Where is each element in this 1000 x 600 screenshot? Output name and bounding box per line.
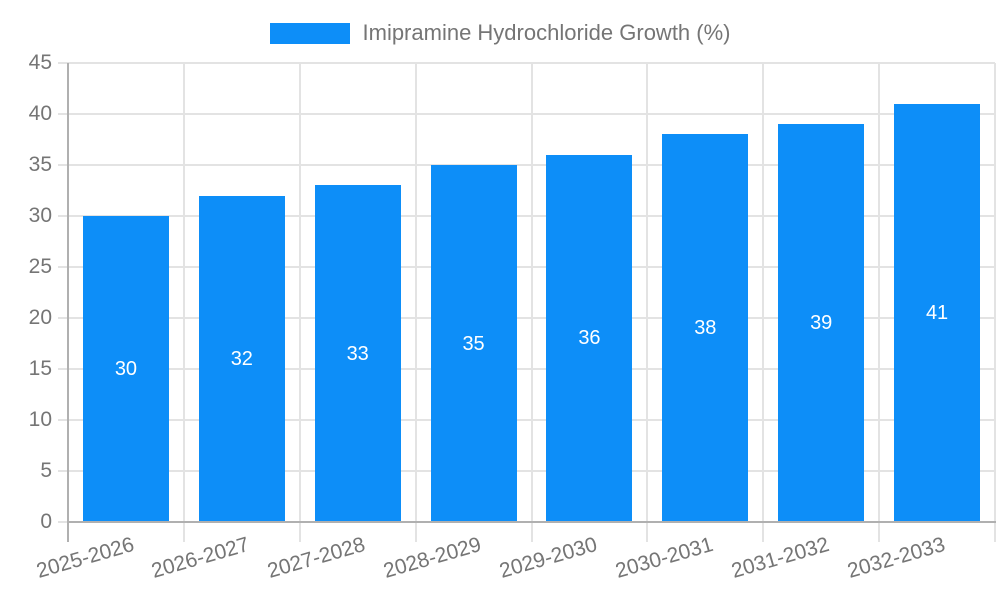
y-gridline (58, 470, 995, 472)
x-tick-label: 2027-2028 (265, 533, 369, 583)
bar-value-label: 41 (925, 301, 949, 324)
x-tick-label: 2029-2030 (496, 533, 600, 583)
x-tick-label: 2026-2027 (149, 533, 253, 583)
bar (314, 185, 401, 522)
x-tick-label: 2031-2032 (728, 533, 832, 583)
bar (198, 195, 285, 522)
legend-label: Imipramine Hydrochloride Growth (%) (362, 20, 731, 45)
bar (662, 134, 749, 522)
y-gridline (58, 368, 995, 370)
y-tick-label: 10 (28, 408, 52, 431)
x-gridline (414, 63, 417, 542)
y-tick-label: 0 (40, 510, 52, 533)
y-tick-label: 40 (28, 102, 52, 125)
bar-value-label: 32 (230, 347, 253, 370)
y-gridline (58, 419, 995, 421)
legend-item[interactable]: Imipramine Hydrochloride Growth (%) (269, 20, 731, 45)
bar-value-label: 39 (810, 312, 833, 335)
x-gridline (878, 63, 881, 542)
legend-color-swatch (269, 22, 350, 44)
y-gridline (58, 266, 995, 268)
y-gridline (58, 215, 995, 217)
chart-legend: Imipramine Hydrochloride Growth (%) (0, 21, 1000, 45)
bar (778, 124, 865, 522)
y-gridline (58, 62, 995, 64)
x-gridline (762, 63, 765, 542)
bar-value-label: 30 (114, 358, 138, 380)
bar (546, 154, 633, 522)
y-gridline (58, 164, 995, 166)
y-tick-label: 45 (28, 51, 52, 74)
y-tick-label: 30 (28, 204, 52, 227)
y-tick-label: 5 (40, 459, 52, 482)
y-tick-label: 25 (28, 255, 52, 278)
x-tick-label: 2032-2033 (844, 533, 948, 583)
y-tick-label: 15 (28, 357, 52, 380)
bar-value-label: 33 (346, 342, 369, 365)
bar (894, 103, 981, 522)
x-tick-label: 2025-2026 (33, 533, 137, 583)
bar (82, 216, 169, 522)
x-gridline (994, 63, 996, 542)
x-axis-line (67, 521, 996, 523)
y-gridline (58, 317, 995, 319)
x-tick-label: 2028-2029 (381, 533, 484, 583)
bar (430, 165, 517, 522)
x-gridline (182, 63, 185, 542)
y-tick-label: 35 (28, 153, 52, 176)
bar-value-label: 38 (694, 317, 717, 340)
x-tick-label: 2030-2031 (612, 533, 716, 583)
bar-value-label: 35 (462, 332, 485, 355)
x-gridline (298, 63, 301, 542)
y-gridline (58, 113, 995, 115)
y-axis-line (67, 63, 69, 542)
y-tick-label: 20 (28, 306, 52, 329)
x-gridline (646, 63, 649, 542)
bar-value-label: 36 (578, 327, 601, 350)
x-gridline (530, 63, 533, 542)
